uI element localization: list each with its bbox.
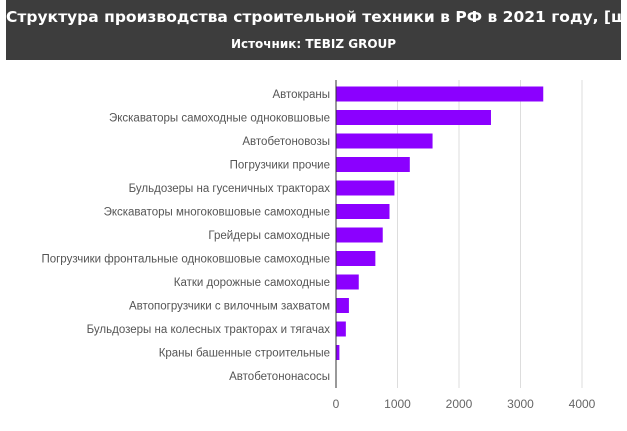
category-label: Автобетоновозы	[242, 136, 330, 148]
bar	[336, 227, 383, 243]
bar	[336, 274, 359, 290]
gridlines	[397, 80, 583, 388]
category-label: Катки дорожные самоходные	[174, 277, 330, 289]
x-tick-labels: 0 1000 2000 3000 4000	[333, 397, 596, 411]
category-label: Экскаваторы многоковшовые самоходные	[104, 207, 330, 219]
bar	[336, 180, 395, 196]
bar	[336, 321, 346, 337]
x-tick-label: 3000	[507, 397, 534, 411]
category-label: Автокраны	[273, 89, 331, 101]
bar	[336, 157, 410, 172]
chart-subtitle: Источник: TEBIZ GROUP	[230, 37, 397, 51]
category-label: Автопогрузчики с вилочным захватом	[129, 301, 330, 313]
x-tick-label: 0	[333, 397, 340, 411]
bar	[336, 204, 390, 219]
chart-title: Структура производства строительной техн…	[6, 8, 627, 26]
chart-header: Структура производства строительной техн…	[6, 0, 627, 60]
x-tick-label: 1000	[384, 397, 411, 411]
bar	[336, 86, 544, 102]
bar	[336, 345, 340, 360]
category-label: Автобетононасосы	[229, 371, 330, 383]
category-labels: Автокраны Экскаваторы самоходные одноковш…	[41, 89, 330, 383]
bars	[336, 86, 544, 384]
x-tick-label: 4000	[569, 397, 596, 411]
bar	[336, 110, 491, 125]
bar	[336, 133, 433, 149]
category-label: Краны башенные строительные	[159, 348, 330, 360]
category-label: Экскаваторы самоходные одноковшовые	[109, 113, 330, 125]
x-tick-label: 2000	[446, 397, 473, 411]
category-label: Бульдозеры на гусеничных тракторах	[129, 183, 331, 195]
category-label: Бульдозеры на колесных тракторах и тягач…	[87, 324, 331, 336]
category-label: Грейдеры самоходные	[208, 230, 330, 242]
category-label: Погрузчики прочие	[230, 160, 330, 172]
bar	[336, 251, 376, 266]
category-label: Погрузчики фронтальные одноковшовые само…	[41, 254, 330, 266]
bar	[336, 298, 349, 313]
